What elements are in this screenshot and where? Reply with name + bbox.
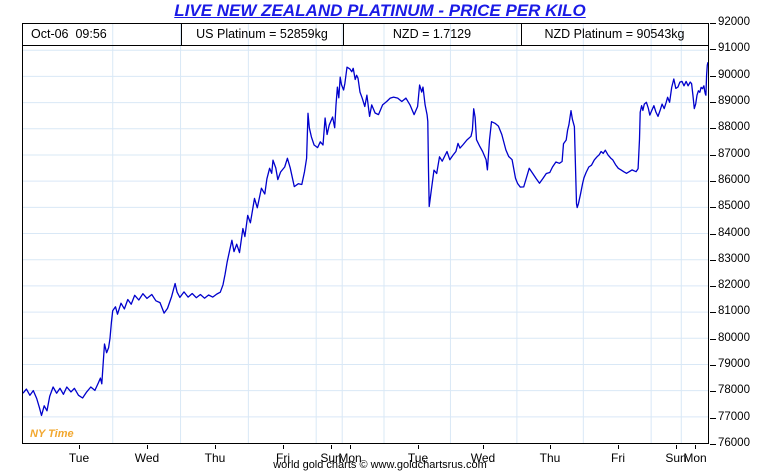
y-axis-label: 87000 bbox=[718, 148, 750, 160]
x-axis-label-mon: Mon bbox=[683, 451, 707, 465]
y-axis-label: 82000 bbox=[718, 279, 750, 291]
y-axis-label: 88000 bbox=[718, 121, 750, 133]
y-axis-tick bbox=[710, 286, 716, 287]
y-axis-tick bbox=[710, 418, 716, 419]
x-axis-tick bbox=[483, 445, 484, 449]
y-axis-tick bbox=[710, 49, 716, 50]
y-axis-tick bbox=[710, 76, 716, 77]
y-axis-label: 90000 bbox=[718, 69, 750, 81]
y-axis-tick bbox=[710, 365, 716, 366]
price-chart-plot-area: Oct-06 09:56 US Platinum = 52859kg NZD =… bbox=[22, 23, 709, 444]
copyright-footer: world gold charts © www.goldchartsrus.co… bbox=[273, 459, 487, 471]
chart-title: LIVE NEW ZEALAND PLATINUM - PRICE PER KI… bbox=[174, 1, 586, 20]
x-axis-tick bbox=[695, 445, 696, 449]
x-axis-label-tue: Tue bbox=[407, 451, 429, 465]
price-line-chart bbox=[23, 24, 708, 443]
strip-divider bbox=[343, 24, 344, 45]
y-axis-tick bbox=[710, 181, 716, 182]
y-axis-label: 84000 bbox=[718, 227, 750, 239]
x-axis-label-thu: Thu bbox=[204, 451, 226, 465]
x-axis-tick bbox=[331, 445, 332, 449]
y-axis-tick bbox=[710, 207, 716, 208]
y-axis-label: 89000 bbox=[718, 95, 750, 107]
x-axis-tick bbox=[215, 445, 216, 449]
x-axis-label-mon: Mon bbox=[338, 451, 362, 465]
y-axis-label: 77000 bbox=[718, 411, 750, 423]
y-axis-tick bbox=[710, 444, 716, 445]
y-axis-label: 83000 bbox=[718, 253, 750, 265]
x-axis-tick bbox=[283, 445, 284, 449]
x-axis-tick bbox=[418, 445, 419, 449]
quote-date: Oct-06 bbox=[31, 27, 69, 41]
x-axis-label-wed: Wed bbox=[470, 451, 496, 465]
quote-header-strip: Oct-06 09:56 US Platinum = 52859kg NZD =… bbox=[23, 24, 708, 46]
y-axis-tick bbox=[710, 155, 716, 156]
x-axis-tick bbox=[147, 445, 148, 449]
x-axis-label-thu: Thu bbox=[539, 451, 561, 465]
nzd-platinum-quote: NZD Platinum = 90543kg bbox=[544, 27, 685, 41]
x-axis-label-wed: Wed bbox=[134, 451, 160, 465]
y-axis-label: 80000 bbox=[718, 332, 750, 344]
y-axis-tick bbox=[710, 102, 716, 103]
y-axis-tick bbox=[710, 260, 716, 261]
x-axis-label-tue: Tue bbox=[68, 451, 90, 465]
y-axis-tick bbox=[710, 23, 716, 24]
y-axis-label: 91000 bbox=[718, 42, 750, 54]
x-axis-label-sun: Sun bbox=[665, 451, 687, 465]
x-axis-tick bbox=[79, 445, 80, 449]
x-axis-tick bbox=[676, 445, 677, 449]
timezone-label: NY Time bbox=[30, 428, 74, 440]
quote-time: 09:56 bbox=[75, 27, 107, 41]
x-axis-tick bbox=[550, 445, 551, 449]
y-axis-label: 79000 bbox=[718, 358, 750, 370]
price-line-nzd-platinum-price bbox=[23, 62, 708, 417]
y-axis-tick bbox=[710, 312, 716, 313]
y-axis-label: 81000 bbox=[718, 305, 750, 317]
x-axis-label-fri: Fri bbox=[611, 451, 625, 465]
x-axis-label-fri: Fri bbox=[276, 451, 290, 465]
y-axis-label: 78000 bbox=[718, 384, 750, 396]
strip-divider bbox=[181, 24, 182, 45]
quote-datetime: Oct-06 09:56 bbox=[31, 24, 107, 45]
us-platinum-quote: US Platinum = 52859kg bbox=[196, 27, 328, 41]
x-axis-tick bbox=[350, 445, 351, 449]
y-axis-label: 85000 bbox=[718, 200, 750, 212]
y-axis-tick bbox=[710, 128, 716, 129]
y-axis-label: 76000 bbox=[718, 437, 750, 449]
y-axis-label: 86000 bbox=[718, 174, 750, 186]
y-axis-tick bbox=[710, 339, 716, 340]
nzd-rate-quote: NZD = 1.7129 bbox=[392, 27, 472, 41]
y-axis-tick bbox=[710, 391, 716, 392]
y-axis-tick bbox=[710, 234, 716, 235]
strip-divider bbox=[521, 24, 522, 45]
y-axis-label: 92000 bbox=[718, 16, 750, 28]
x-axis-label-sun: Sun bbox=[320, 451, 342, 465]
x-axis-tick bbox=[618, 445, 619, 449]
